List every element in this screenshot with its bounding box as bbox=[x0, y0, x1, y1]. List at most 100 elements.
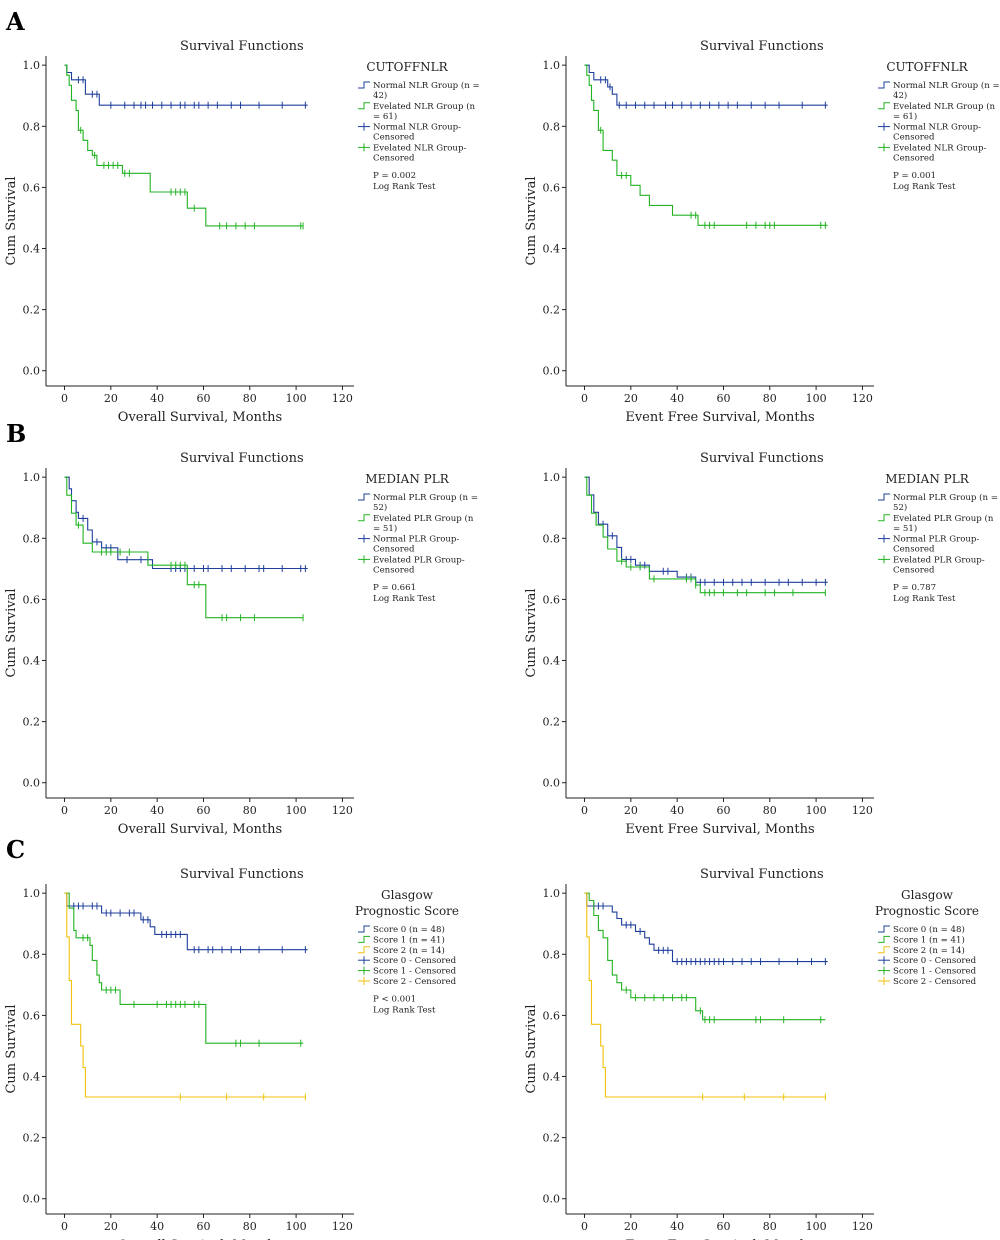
y-tick-label: 0.2 bbox=[23, 304, 41, 317]
x-tick-label: 20 bbox=[624, 804, 638, 817]
y-tick-label: 0.0 bbox=[23, 1193, 41, 1206]
legend-title: CUTOFFNLR bbox=[886, 60, 968, 74]
legend-line-swatch bbox=[878, 946, 890, 954]
legend-title: Glasgow bbox=[901, 888, 954, 902]
x-tick-label: 120 bbox=[332, 392, 353, 405]
x-tick-label: 0 bbox=[581, 804, 588, 817]
y-tick-label: 0.6 bbox=[543, 1009, 561, 1022]
p-value: P = 0.002 bbox=[373, 171, 416, 181]
legend-title: CUTOFFNLR bbox=[366, 60, 448, 74]
y-tick-label: 1.0 bbox=[543, 887, 561, 900]
km-chart-2: Survival Functions 0 20 40 60 80 100 120 0.0 0.2 0… bbox=[524, 39, 1000, 425]
x-axis-label: Event Free Survival, Months bbox=[625, 1238, 814, 1240]
legend-entry: 42) bbox=[373, 90, 387, 101]
survival-curve-series-1 bbox=[584, 64, 828, 106]
y-tick-label: 0.6 bbox=[543, 181, 561, 194]
y-axis-label: Cum Survival bbox=[524, 176, 539, 265]
legend-entry: Censored bbox=[373, 133, 415, 143]
legend-entry: Evelated PLR Group (n bbox=[893, 513, 994, 524]
legend-entry: Censored bbox=[893, 565, 935, 575]
legend-entry: Censored bbox=[893, 133, 935, 143]
y-tick-label: 0.0 bbox=[23, 365, 41, 378]
legend-entry: Censored bbox=[373, 545, 415, 555]
y-tick-label: 0.4 bbox=[543, 655, 561, 668]
panel-letter-b: B bbox=[6, 419, 26, 448]
legend-title: Prognostic Score bbox=[355, 904, 459, 918]
x-tick-label: 40 bbox=[670, 1220, 684, 1233]
x-tick-label: 60 bbox=[196, 1220, 210, 1233]
x-tick-label: 20 bbox=[104, 392, 118, 405]
survival-curve-series-2 bbox=[64, 64, 304, 227]
legend-entry: Normal PLR Group (n = bbox=[893, 492, 998, 503]
legend-title: MEDIAN PLR bbox=[365, 472, 449, 486]
test-name: Log Rank Test bbox=[373, 594, 436, 604]
x-axis-label: Overall Survival, Months bbox=[118, 1238, 282, 1240]
legend-title: Prognostic Score bbox=[875, 904, 979, 918]
y-tick-label: 0.4 bbox=[543, 1071, 561, 1084]
legend-entry: = 51) bbox=[893, 523, 917, 534]
legend-line-swatch bbox=[878, 925, 890, 933]
survival-curve-series-1 bbox=[584, 476, 828, 583]
x-tick-label: 100 bbox=[806, 392, 827, 405]
legend-line-swatch bbox=[358, 935, 370, 943]
y-tick-label: 1.0 bbox=[23, 887, 41, 900]
survival-curve-series-2 bbox=[584, 476, 826, 594]
legend-entry: Evelated NLR Group (n bbox=[373, 101, 476, 112]
y-tick-label: 0.8 bbox=[543, 948, 561, 961]
legend-entry: Score 0 (n = 48) bbox=[373, 924, 445, 935]
x-tick-label: 0 bbox=[581, 392, 588, 405]
test-name: Log Rank Test bbox=[893, 594, 956, 604]
y-tick-label: 0.0 bbox=[543, 777, 561, 790]
legend-entry: Score 1 (n = 41) bbox=[893, 934, 965, 945]
y-tick-label: 0.0 bbox=[543, 1193, 561, 1206]
x-tick-label: 100 bbox=[286, 392, 307, 405]
legend-entry: Censored bbox=[893, 545, 935, 555]
x-tick-label: 80 bbox=[763, 392, 777, 405]
x-tick-label: 60 bbox=[716, 804, 730, 817]
y-tick-label: 0.4 bbox=[23, 243, 41, 256]
x-tick-label: 60 bbox=[716, 1220, 730, 1233]
chart-title: Survival Functions bbox=[180, 867, 304, 882]
legend-line-swatch bbox=[358, 102, 370, 110]
x-axis-label: Event Free Survival, Months bbox=[625, 822, 814, 837]
y-tick-label: 0.8 bbox=[543, 120, 561, 133]
legend-entry: Score 1 - Censored bbox=[373, 967, 457, 977]
x-tick-label: 40 bbox=[150, 804, 164, 817]
legend-entry: Score 2 (n = 14) bbox=[893, 945, 965, 956]
legend-entry: Score 2 - Censored bbox=[373, 977, 457, 987]
x-tick-label: 100 bbox=[286, 1220, 307, 1233]
x-tick-label: 80 bbox=[763, 1220, 777, 1233]
legend-entry: Censored bbox=[373, 153, 415, 163]
x-tick-label: 120 bbox=[852, 392, 873, 405]
legend-entry: Score 1 (n = 41) bbox=[373, 934, 445, 945]
legend-entry: 52) bbox=[893, 502, 907, 513]
survival-curve-series-1 bbox=[64, 64, 308, 106]
legend-entry: Censored bbox=[893, 153, 935, 163]
y-tick-label: 0.4 bbox=[543, 243, 561, 256]
chart-title: Survival Functions bbox=[700, 867, 824, 882]
km-chart-3: Survival Functions 0 20 40 60 80 100 120 0.0 0.2 0… bbox=[4, 451, 478, 837]
legend-title: MEDIAN PLR bbox=[885, 472, 969, 486]
y-tick-label: 0.2 bbox=[543, 716, 561, 729]
x-tick-label: 80 bbox=[243, 1220, 257, 1233]
legend-entry: 52) bbox=[373, 502, 387, 513]
legend-line-swatch bbox=[358, 946, 370, 954]
y-tick-label: 0.2 bbox=[543, 1132, 561, 1145]
legend-entry: Score 1 - Censored bbox=[893, 967, 977, 977]
x-tick-label: 20 bbox=[104, 1220, 118, 1233]
test-name: Log Rank Test bbox=[893, 182, 956, 192]
legend-entry: = 61) bbox=[373, 111, 397, 122]
x-tick-label: 20 bbox=[624, 392, 638, 405]
legend-line-swatch bbox=[878, 81, 890, 89]
test-name: Log Rank Test bbox=[373, 182, 436, 192]
x-tick-label: 80 bbox=[243, 804, 257, 817]
y-axis-label: Cum Survival bbox=[4, 1004, 19, 1093]
y-tick-label: 0.6 bbox=[23, 1009, 41, 1022]
legend-entry: Evelated NLR Group- bbox=[373, 143, 466, 153]
y-axis-label: Cum Survival bbox=[524, 1004, 539, 1093]
legend-entry: Normal PLR Group- bbox=[373, 535, 459, 545]
x-axis-label: Overall Survival, Months bbox=[118, 822, 282, 837]
y-axis-label: Cum Survival bbox=[4, 176, 19, 265]
y-tick-label: 1.0 bbox=[543, 59, 561, 72]
legend-line-swatch bbox=[878, 102, 890, 110]
